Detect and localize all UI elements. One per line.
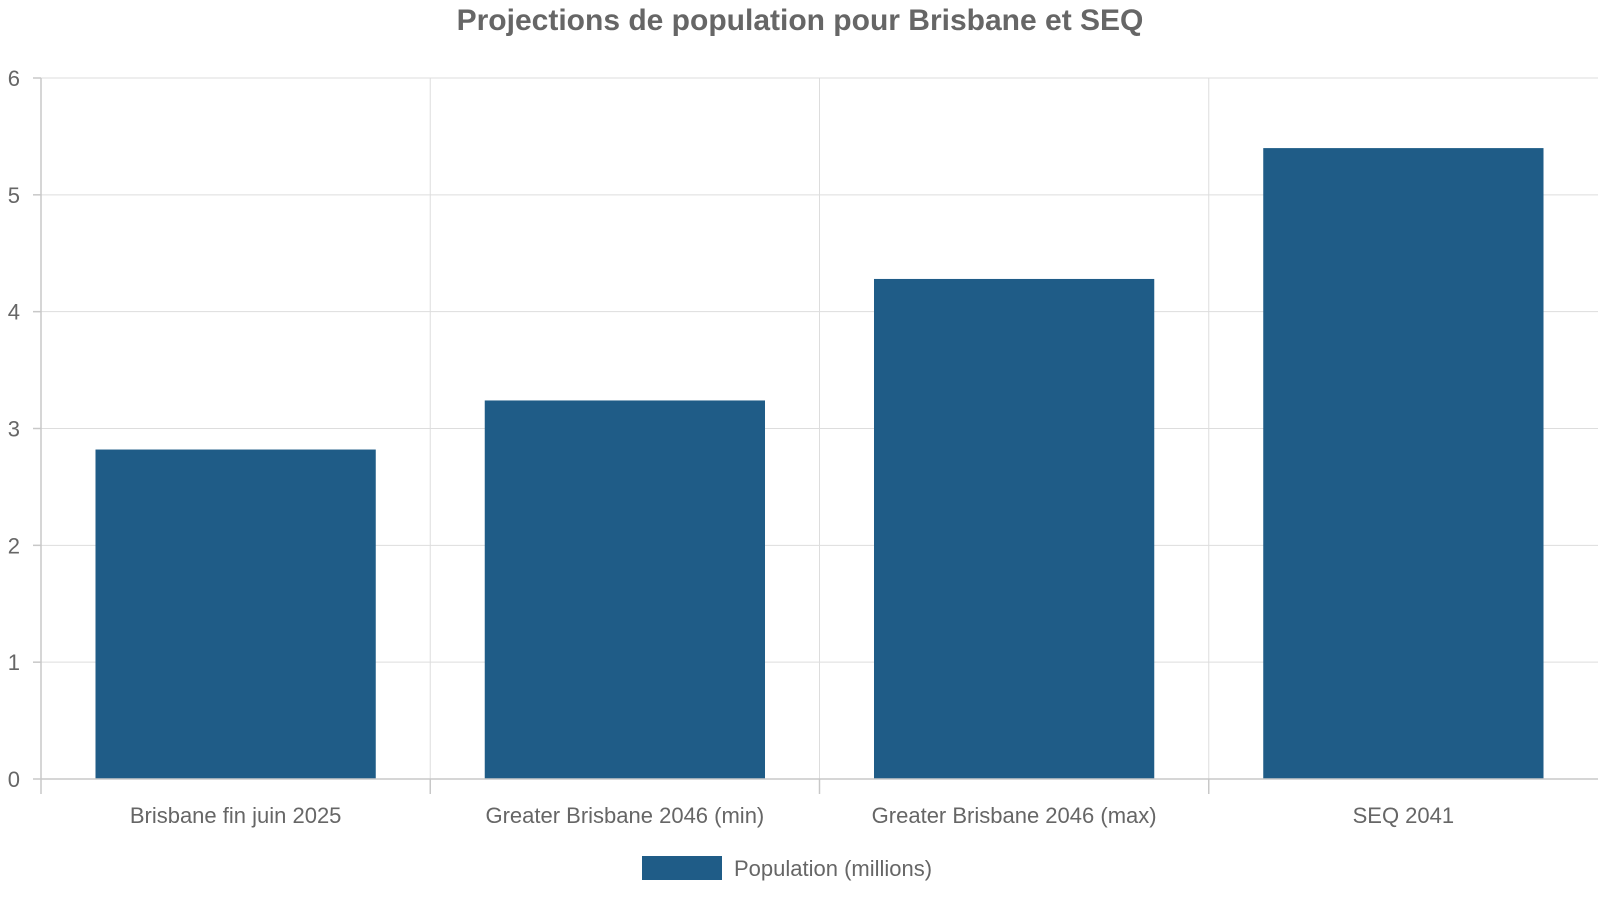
y-tick-label: 4 bbox=[8, 300, 20, 325]
x-tick-label: Greater Brisbane 2046 (max) bbox=[872, 803, 1157, 828]
x-tick-label: Greater Brisbane 2046 (min) bbox=[485, 803, 764, 828]
legend-label: Population (millions) bbox=[734, 856, 932, 881]
bar bbox=[484, 400, 766, 779]
x-tick-label: SEQ 2041 bbox=[1353, 803, 1455, 828]
bars bbox=[95, 148, 1544, 780]
y-tick-label: 1 bbox=[8, 650, 20, 675]
y-tick-label: 5 bbox=[8, 183, 20, 208]
axes bbox=[33, 77, 1598, 794]
legend: Population (millions) bbox=[642, 856, 932, 881]
y-tick-label: 2 bbox=[8, 533, 20, 558]
x-tick-labels: Brisbane fin juin 2025 Greater Brisbane 2… bbox=[130, 803, 1454, 828]
y-tick-label: 0 bbox=[8, 767, 20, 792]
legend-swatch bbox=[642, 856, 722, 880]
bar bbox=[1263, 148, 1544, 780]
y-tick-label: 6 bbox=[8, 66, 20, 91]
bar bbox=[95, 449, 376, 779]
chart-title: Projections de population pour Brisbane … bbox=[457, 4, 1144, 37]
y-tick-labels: 0 1 2 3 4 5 6 bbox=[8, 66, 20, 792]
bar bbox=[873, 278, 1155, 779]
y-tick-label: 3 bbox=[8, 417, 20, 442]
x-tick-label: Brisbane fin juin 2025 bbox=[130, 803, 342, 828]
